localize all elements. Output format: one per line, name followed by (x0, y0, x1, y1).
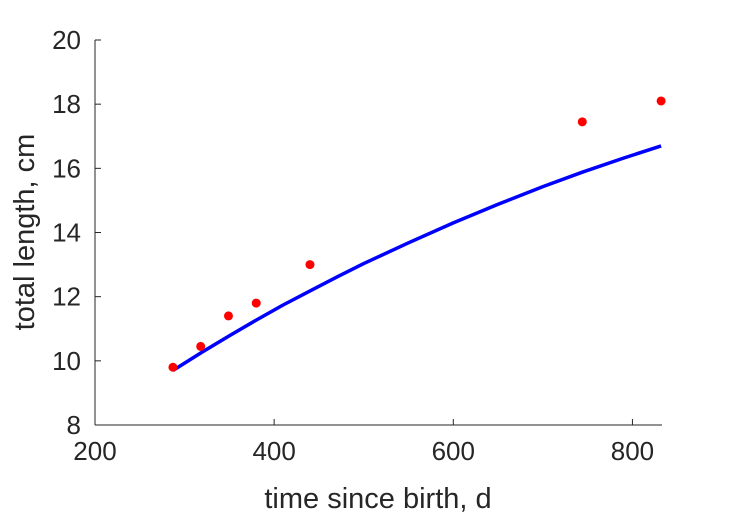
data-point (168, 362, 178, 372)
y-tick-label: 8 (67, 410, 81, 440)
y-ticks: 8 10 12 14 16 18 20 (52, 25, 101, 440)
x-tick-label: 800 (611, 436, 654, 466)
y-tick-label: 18 (52, 89, 81, 119)
y-axis-label: total length, cm (9, 134, 41, 331)
y-tick-label: 12 (52, 282, 81, 312)
y-tick-label: 10 (52, 346, 81, 376)
x-ticks: 200 400 600 800 (73, 419, 654, 466)
data-point (223, 311, 233, 321)
y-tick-label: 14 (52, 218, 81, 248)
y-tick-label: 20 (52, 25, 81, 55)
x-tick-label: 600 (432, 436, 475, 466)
x-tick-label: 200 (73, 436, 116, 466)
fit-curve-line (171, 144, 662, 372)
x-axis-label: time since birth, d (264, 483, 491, 515)
series-layer (168, 96, 666, 372)
data-point (251, 298, 261, 308)
y-tick-label: 16 (52, 153, 81, 183)
data-point (577, 117, 587, 127)
data-point (196, 341, 206, 351)
data-point (305, 260, 315, 270)
data-point (656, 96, 666, 106)
x-tick-label: 400 (252, 436, 295, 466)
